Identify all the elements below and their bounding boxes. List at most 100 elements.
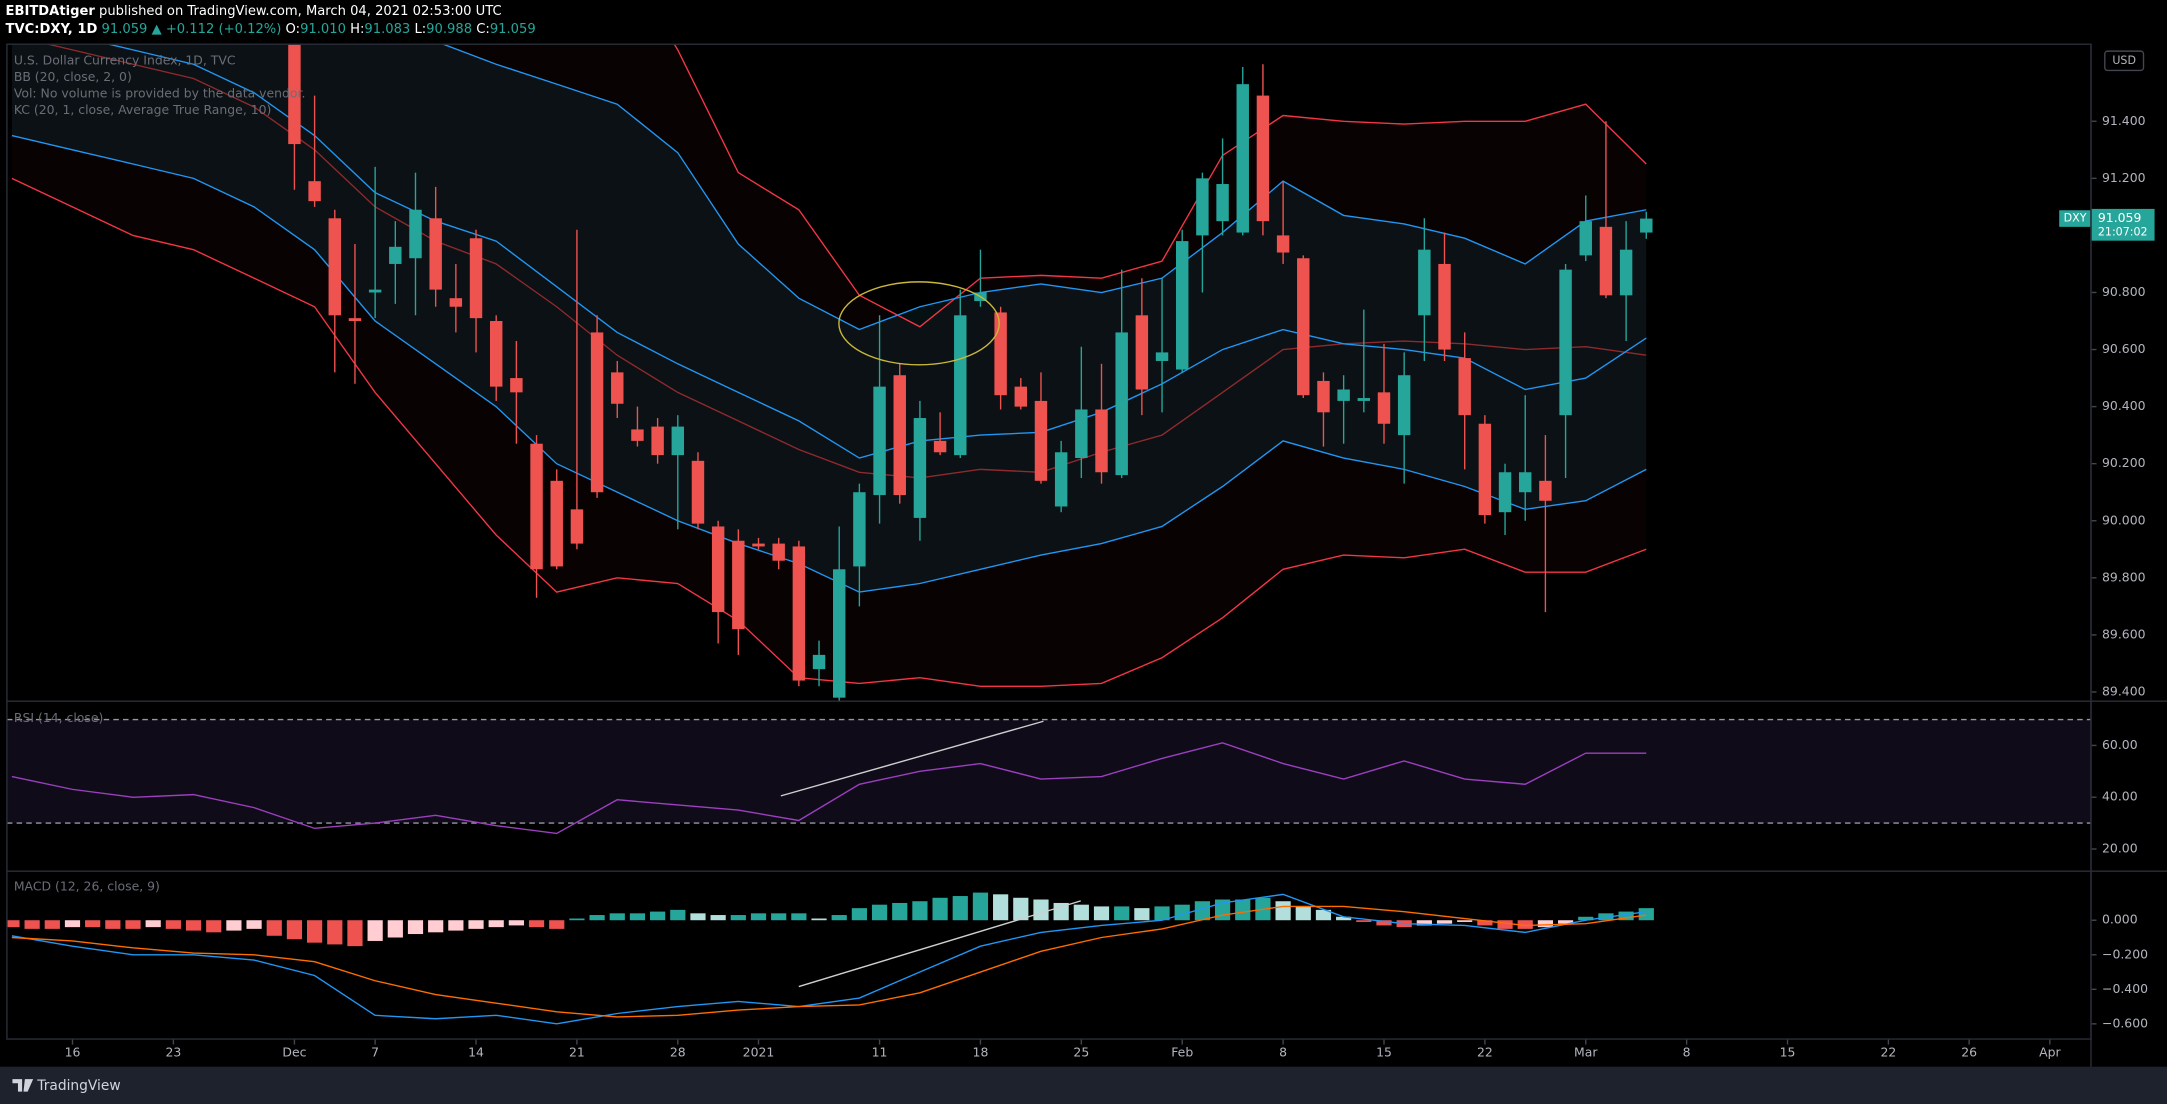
candle-body — [671, 426, 685, 456]
macd-histogram-bar — [145, 920, 161, 928]
candle-body — [913, 418, 927, 518]
author: EBITDAtiger — [6, 4, 96, 19]
legend-entry: Vol: No volume is provided by the data v… — [14, 85, 306, 100]
x-tick-label: 14 — [468, 1044, 484, 1059]
macd-histogram-bar — [428, 920, 444, 933]
macd-histogram-bar — [1275, 901, 1291, 921]
macd-histogram-bar — [549, 920, 565, 929]
candle-body — [1337, 389, 1350, 401]
macd-histogram-bar — [1194, 901, 1210, 921]
candle-body — [530, 443, 543, 570]
candle-body — [1196, 178, 1209, 236]
macd-histogram-bar — [105, 920, 121, 929]
macd-histogram-bar — [670, 909, 686, 921]
x-tick-label: 2021 — [743, 1044, 775, 1059]
macd-histogram-bar — [1578, 916, 1594, 921]
macd-histogram-bar — [1093, 906, 1110, 921]
y-tick-label: 90.200 — [2102, 455, 2146, 470]
macd-histogram-bar — [44, 920, 60, 929]
rsi-band-fill — [6, 719, 2091, 824]
candle-body — [611, 372, 624, 404]
candle-body — [994, 312, 1007, 396]
pane-title: MACD (12, 26, close, 9) — [14, 879, 160, 894]
y-tick-label: −0.400 — [2102, 981, 2148, 996]
candle-body — [1095, 409, 1108, 473]
candle-body — [1559, 269, 1572, 416]
macd-histogram-bar — [811, 918, 827, 921]
macd-histogram-bar — [791, 913, 807, 921]
q-label: L: — [414, 22, 426, 37]
price-pane — [11, 44, 1653, 701]
macd-histogram-bar — [609, 913, 625, 921]
brand: TradingView — [36, 1078, 120, 1094]
trend-line — [798, 900, 1081, 988]
candle-body — [732, 540, 745, 630]
candle-body — [449, 298, 463, 307]
x-tick-label: Mar — [1574, 1044, 1598, 1059]
macd-histogram-bar — [1154, 906, 1170, 921]
macd-histogram-bar — [307, 920, 323, 943]
symbol: TVC:DXY, 1D — [6, 22, 98, 37]
x-tick-label: 16 — [65, 1044, 81, 1059]
macd-histogram-bar — [448, 920, 464, 931]
candle-body — [510, 378, 523, 393]
candle-body — [873, 386, 886, 496]
y-tick-label: 91.200 — [2102, 170, 2146, 185]
macd-histogram-bar — [710, 915, 726, 921]
candle-body — [1579, 221, 1592, 256]
symbol-tag — [2059, 210, 2091, 227]
bb-basis — [45, 44, 1647, 479]
drawing-ellipse — [838, 281, 1000, 366]
macd-histogram-bar — [6, 920, 20, 928]
candle-body — [409, 209, 422, 259]
candle-body — [772, 543, 785, 561]
y-tick-label: 90.800 — [2102, 284, 2146, 299]
y-tick-label: 90.000 — [2102, 512, 2146, 527]
macd-histogram-bar — [650, 911, 666, 921]
x-tick-label: Dec — [282, 1044, 306, 1059]
macd-histogram-bar — [730, 915, 746, 921]
candle-body — [1599, 226, 1613, 296]
candle-body — [1458, 358, 1471, 416]
header-line: EBITDAtiger published on TradingView.com… — [6, 4, 502, 19]
macd-histogram-bar — [1376, 920, 1392, 926]
y-tick-label: 0.000 — [2102, 912, 2138, 927]
x-tick-label: 26 — [1961, 1044, 1977, 1059]
macd-histogram-bar — [892, 902, 908, 921]
candle-body — [570, 509, 584, 544]
macd-histogram-bar — [912, 901, 928, 921]
currency-button[interactable] — [2104, 50, 2145, 72]
macd-histogram-bar — [64, 920, 81, 928]
macd-line — [11, 893, 1647, 1025]
macd-histogram-bar — [327, 920, 343, 945]
candle-body — [288, 44, 301, 145]
bb-lower — [11, 177, 1647, 687]
macd-histogram-bar — [1557, 920, 1574, 924]
macd-histogram-bar — [1336, 916, 1352, 921]
macd-histogram-bar — [771, 913, 787, 921]
candle-body — [1034, 400, 1048, 481]
q-value: 91.083 — [364, 22, 410, 37]
macd-histogram-bar — [1517, 920, 1533, 929]
macd-histogram-bar — [125, 920, 141, 929]
x-tick-label: 23 — [165, 1044, 181, 1059]
kc-lower — [11, 134, 1647, 593]
macd-histogram-bar — [1477, 920, 1493, 926]
y-tick-label: −0.600 — [2102, 1015, 2148, 1030]
candle-body — [691, 460, 705, 524]
legend-entry: BB (20, close, 2, 0) — [14, 69, 132, 84]
macd-histogram-bar — [1295, 906, 1311, 921]
y-tick-label: 90.600 — [2102, 341, 2146, 356]
rsi-line — [11, 742, 1647, 835]
candle-body — [1519, 472, 1532, 493]
footer-bar — [0, 1066, 2167, 1104]
last-price-label: 91.059 — [2098, 210, 2142, 225]
candle-body — [893, 375, 906, 496]
candle-body — [1054, 452, 1068, 507]
macd-histogram-bar — [993, 894, 1009, 921]
macd-histogram-bar — [932, 897, 948, 921]
q-value: 91.010 — [300, 22, 346, 37]
legend-entry: KC (20, 1, close, Average True Range, 10… — [14, 102, 272, 117]
x-tick-label: 22 — [1881, 1044, 1897, 1059]
